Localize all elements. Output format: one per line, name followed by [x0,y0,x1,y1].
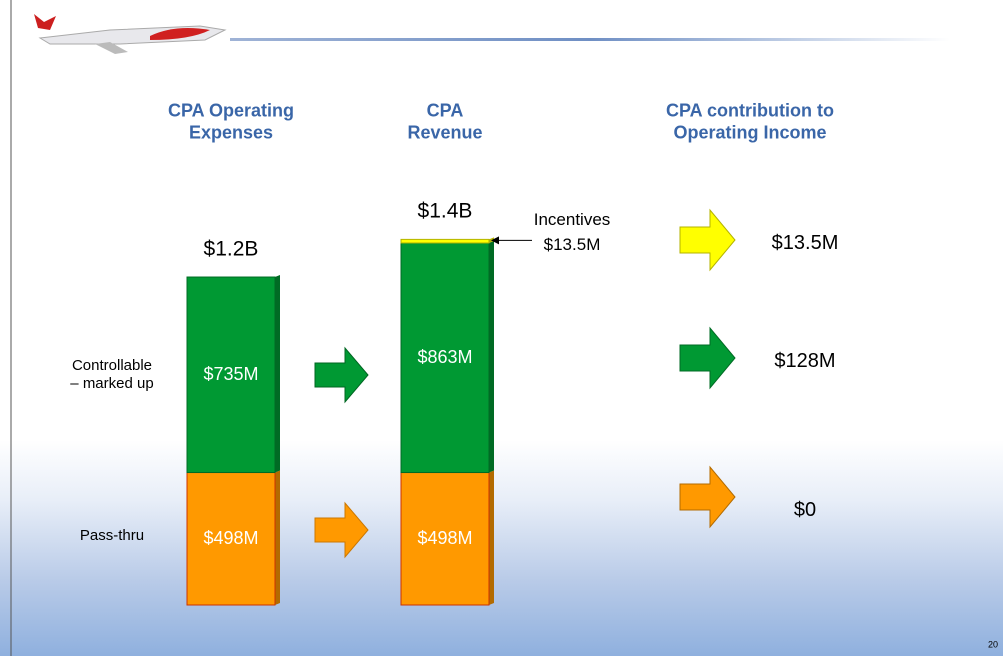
header-rule [230,38,950,41]
category-label: CPA Revenue [407,100,483,142]
bar-segment [400,242,490,474]
contribution-arrow [679,326,736,390]
total-label: $1.2B [203,237,259,261]
arrows [314,346,369,559]
contribution-label: $0 [793,499,817,521]
contribution-arrow [679,208,736,272]
bar-side [489,240,494,473]
bar-side [275,275,280,473]
category-label: CPA Operating Expenses [167,100,295,142]
bar-segment [186,276,276,474]
annotation-value: $13.5M [543,234,601,254]
logo [34,14,227,54]
value-label: $498M [417,527,473,548]
bar-side [489,470,494,605]
value-label: $498M [203,527,259,548]
value-label: $863M [417,346,473,367]
annotation-label: Incentives [533,209,611,229]
total-label: $1.4B [417,199,473,223]
value-label: $735M [203,363,259,384]
contribution-label: $128M [774,350,836,372]
bar-segment [186,472,276,606]
series-label: Pass-thru [79,526,145,544]
series-label: Controllable – marked up [70,356,154,392]
bar-side [275,470,280,605]
bar-segment [400,238,490,244]
contribution-arrow [679,465,736,529]
page-number: 20 [987,639,999,650]
contribution-label: $13.5M [771,232,839,254]
contribution-title: CPA contribution to Operating Income [666,100,834,142]
annotation-arrowhead [491,236,499,245]
